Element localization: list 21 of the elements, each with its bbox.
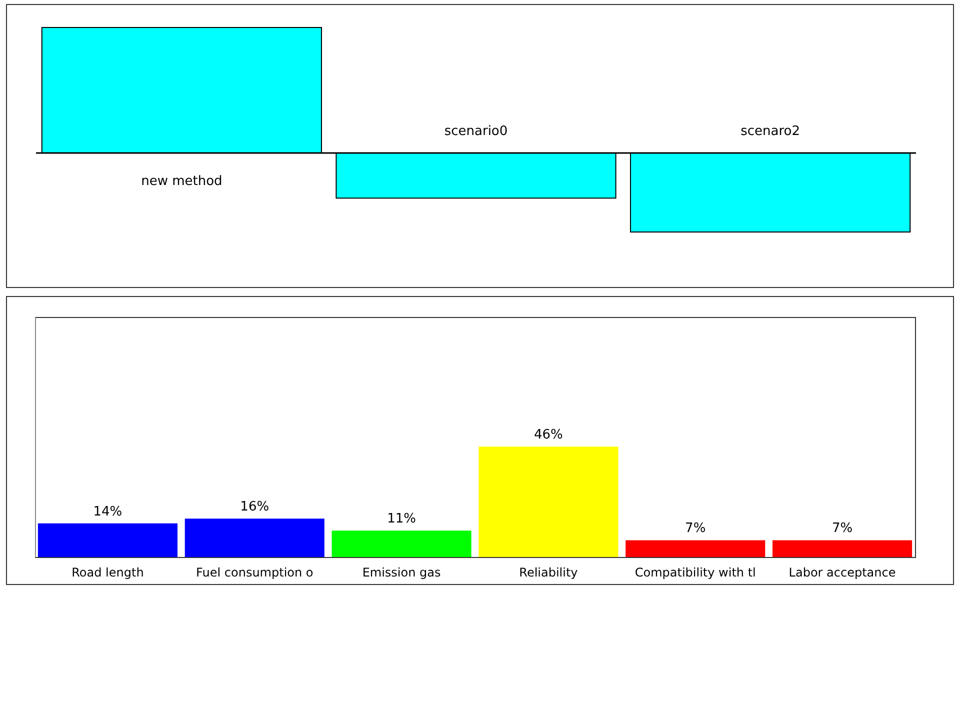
x-tick-label: Emission gas	[362, 566, 441, 580]
bar	[478, 446, 618, 557]
x-tick-label: Labor acceptance	[788, 566, 896, 580]
data-label: 11%	[387, 512, 416, 527]
bar	[626, 540, 766, 557]
data-label: 7%	[832, 521, 853, 536]
bar	[772, 540, 912, 557]
bar	[38, 523, 178, 557]
data-label: 16%	[240, 500, 270, 515]
x-tick-label: Fuel consumption o	[196, 566, 314, 580]
x-tick-label: Compatibility with tl	[634, 566, 756, 580]
bar	[332, 530, 472, 557]
category-label: scenaro2	[740, 124, 800, 139]
x-tick-label: Road length	[72, 566, 144, 580]
x-tick-label: Reliability	[519, 566, 578, 580]
category-label: new method	[141, 174, 222, 189]
data-label: 7%	[685, 521, 706, 536]
category-label: scenario0	[444, 124, 508, 139]
data-label: 46%	[534, 428, 563, 443]
data-label: 14%	[93, 504, 122, 520]
bar	[184, 518, 324, 557]
